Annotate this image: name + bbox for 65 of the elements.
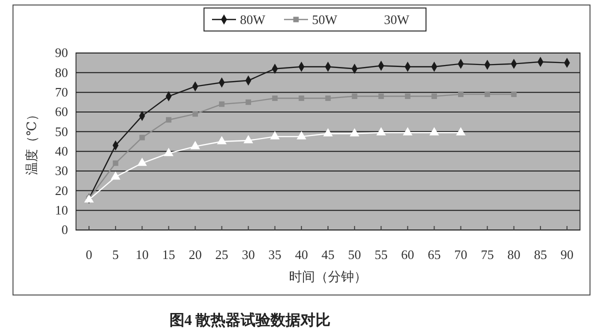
point <box>352 94 358 100</box>
x-tick-label: 5 <box>112 247 119 262</box>
x-tick-label: 55 <box>374 247 388 262</box>
point <box>190 140 200 150</box>
point <box>429 127 440 136</box>
x-tick-label: 40 <box>294 247 308 262</box>
point <box>112 160 118 166</box>
point <box>139 134 145 140</box>
point <box>110 171 120 180</box>
point <box>216 136 227 144</box>
point <box>272 95 278 101</box>
x-tick-label: 90 <box>560 247 574 262</box>
text: 图4 散热器试验数据对比 <box>169 312 331 329</box>
point <box>350 128 360 136</box>
point <box>166 117 172 123</box>
x-axis-title: 时间（分钟） <box>289 269 367 284</box>
point <box>323 128 333 136</box>
x-tick-label: 75 <box>480 247 494 262</box>
x-tick-label: 60 <box>401 247 414 262</box>
x-tick-label: 80 <box>507 247 520 262</box>
x-tick-label: 20 <box>188 247 202 262</box>
y-tick-label: 80 <box>55 64 68 80</box>
y-tick-label: 10 <box>55 202 68 218</box>
point <box>402 127 412 136</box>
point <box>325 95 331 101</box>
point <box>456 127 466 136</box>
point <box>511 92 517 98</box>
point <box>192 111 198 117</box>
legend-label: 50W <box>312 12 338 27</box>
x-tick-label: 10 <box>136 247 149 262</box>
x-tick-label: 15 <box>162 247 176 262</box>
y-tick-label: 70 <box>55 84 68 100</box>
point <box>378 94 384 100</box>
y-tick-label: 0 <box>62 222 68 238</box>
point <box>270 131 280 140</box>
x-tick-label: 45 <box>322 247 334 262</box>
legend-label: 80W <box>240 12 266 27</box>
x-tick-label: 0 <box>86 247 92 262</box>
x-tick-label: 65 <box>428 247 441 262</box>
y-tick-label: 40 <box>55 143 68 158</box>
point <box>137 158 147 166</box>
point <box>244 134 254 144</box>
point <box>296 131 306 140</box>
x-tick-label: 25 <box>215 247 228 262</box>
point <box>376 127 386 136</box>
y-tick-label: 50 <box>55 124 68 139</box>
y-tick-label: 20 <box>55 182 68 198</box>
x-tick-label: 50 <box>348 247 362 262</box>
point <box>298 95 304 101</box>
point <box>246 99 252 105</box>
x-tick-label: 30 <box>242 247 255 262</box>
x-tick-label: 85 <box>534 247 547 262</box>
y-tick-label: 60 <box>55 104 68 120</box>
x-tick-label: 35 <box>268 247 282 262</box>
y-tick-label: 30 <box>55 163 68 178</box>
text: 30W <box>384 12 410 27</box>
point <box>484 92 490 98</box>
point <box>458 92 464 98</box>
x-tick-label: 70 <box>454 247 468 262</box>
y-tick-label: 90 <box>55 45 68 60</box>
point <box>431 94 437 100</box>
y-axis-title: 温度（℃） <box>24 108 39 175</box>
point <box>164 148 174 156</box>
point <box>404 94 410 100</box>
point <box>219 101 225 107</box>
